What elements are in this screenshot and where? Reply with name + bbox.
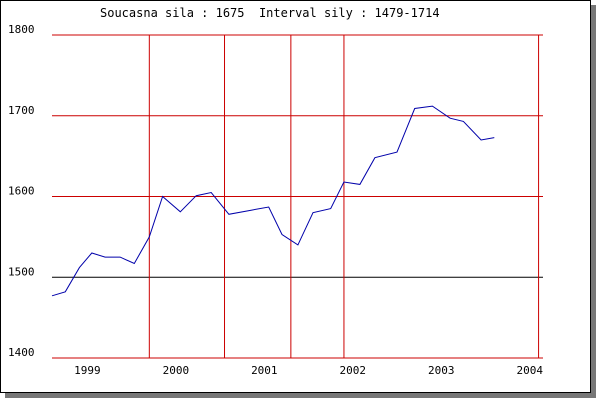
x-tick-label: 2003: [428, 364, 455, 377]
y-tick-label: 1800: [8, 23, 35, 36]
x-tick-label: 2001: [251, 364, 278, 377]
series-line: [51, 105, 495, 297]
x-tick-label: 2002: [340, 364, 367, 377]
x-tick-label: 1999: [74, 364, 101, 377]
chart-title: Soucasna sila : 1675 Interval sily : 147…: [100, 6, 440, 20]
x-tick-label: 2004: [516, 364, 543, 377]
x-tick-label: 2000: [163, 364, 190, 377]
y-tick-label: 1700: [8, 104, 35, 117]
y-tick-label: 1400: [8, 346, 35, 359]
y-tick-label: 1500: [8, 265, 35, 278]
y-tick-label: 1600: [8, 185, 35, 198]
